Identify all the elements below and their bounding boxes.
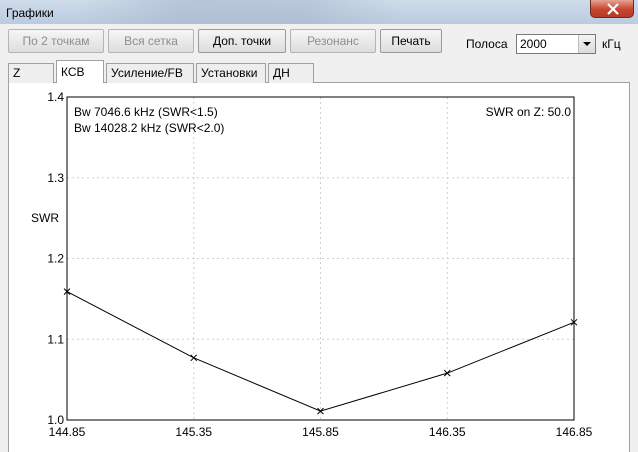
x-tick-label: 146.35	[429, 425, 466, 439]
swr-point-marker	[443, 369, 451, 377]
close-button[interactable]	[590, 0, 634, 18]
two-points-button[interactable]: По 2 точкам	[8, 29, 104, 53]
extra-points-button[interactable]: Доп. точки	[198, 29, 286, 53]
x-tick-label: 145.85	[302, 425, 339, 439]
x-tick-label: 145.35	[175, 425, 212, 439]
title-bar: Графики	[0, 0, 638, 24]
chevron-down-icon	[583, 42, 591, 46]
bandwidth-swr-1-5-label: Bw 7046.6 kHz (SWR<1.5)	[74, 105, 218, 119]
swr-on-z-label: SWR on Z: 50.0	[486, 105, 572, 119]
x-tick-label: 146.85	[556, 425, 593, 439]
plot-frame	[66, 96, 575, 421]
y-tick-label: 1.4	[47, 90, 64, 104]
y-tick-label: 1.2	[47, 252, 64, 266]
tabs-baseline	[8, 82, 630, 83]
x-tick-label: 144.85	[49, 425, 86, 439]
whole-grid-button[interactable]: Вся сетка	[108, 29, 194, 53]
band-label: Полоса	[466, 37, 508, 51]
resonance-button[interactable]: Резонанс	[290, 29, 376, 53]
bandwidth-swr-2-0-label: Bw 14028.2 kHz (SWR<2.0)	[74, 121, 224, 135]
close-icon	[607, 3, 619, 15]
print-button[interactable]: Печать	[380, 29, 442, 53]
window-title: Графики	[6, 6, 54, 20]
swr-point-marker	[63, 288, 71, 295]
dropdown-arrow[interactable]	[578, 35, 595, 53]
band-unit: кГц	[602, 37, 621, 51]
tab-z[interactable]: Z	[8, 63, 54, 83]
band-select[interactable]: 2000	[516, 34, 596, 54]
y-tick-label: 1.0	[47, 413, 64, 427]
swr-point-marker	[190, 354, 198, 362]
swr-point-marker	[317, 407, 324, 415]
swr-chart: 144.85 145.35 145.85 146.35 146.85 1.0 1.1 1.2 1…	[31, 90, 593, 439]
band-value: 2000	[520, 37, 547, 51]
swr-point-marker	[570, 318, 578, 326]
y-axis-label: SWR	[31, 211, 59, 225]
tab-swr[interactable]: КСВ	[56, 60, 104, 83]
tab-settings[interactable]: Установки	[196, 63, 266, 83]
tab-gain-fb[interactable]: Усиление/FB	[106, 63, 194, 83]
chart-panel: 144.85 145.35 145.85 146.35 146.85 1.0 1.1 1.2 1…	[8, 83, 630, 452]
title-bar-background	[80, 0, 400, 24]
y-tick-label: 1.1	[47, 332, 64, 346]
tab-pattern[interactable]: ДН	[268, 63, 314, 83]
y-tick-label: 1.3	[47, 171, 64, 185]
